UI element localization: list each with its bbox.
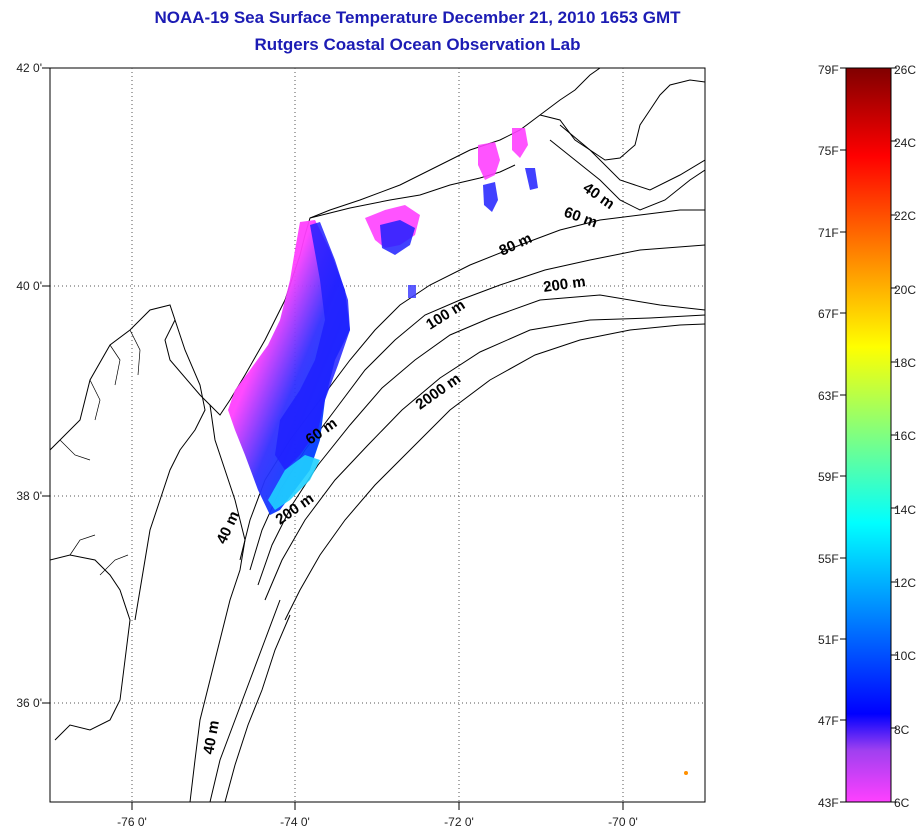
- colorbar-f-label: 75F: [818, 144, 839, 158]
- delaware-coast: [189, 404, 246, 802]
- colorbar-f-label: 51F: [818, 633, 839, 647]
- lat-label: 42 0': [16, 61, 42, 75]
- long-island: [309, 164, 516, 219]
- colorbar-f-label: 43F: [818, 796, 839, 810]
- lat-label: 36 0': [16, 696, 42, 710]
- sst-patch-small: [408, 285, 416, 298]
- colorbar-f-label: 47F: [818, 714, 839, 728]
- map-title: NOAA-19 Sea Surface Temperature December…: [154, 8, 681, 27]
- sst-patch-ma-blue: [525, 168, 538, 190]
- colorbar-c-label: 12C: [894, 576, 916, 590]
- colorbar-c-label: 22C: [894, 209, 916, 223]
- sst-patch-ri: [478, 142, 500, 180]
- colorbar-f-label: 55F: [818, 552, 839, 566]
- lat-label: 38 0': [16, 489, 42, 503]
- colorbar-c-label: 6C: [894, 796, 910, 810]
- colorbar-f-label: 71F: [818, 226, 839, 240]
- sst-swath-blue: [275, 222, 350, 470]
- lat-label: 40 0': [16, 279, 42, 293]
- colorbar-c-label: 18C: [894, 356, 916, 370]
- colorbar: [845, 67, 892, 803]
- axis-labels: 42 0' 40 0' 38 0' 36 0' -76 0' -74 0' -7…: [16, 61, 637, 829]
- colorbar-c-label: 24C: [894, 136, 916, 150]
- lon-label: -74 0': [280, 815, 310, 829]
- colorbar-c-label: 26C: [894, 63, 916, 77]
- colorbar-ticks: [840, 67, 897, 803]
- rivers: [59, 329, 141, 576]
- contour-label: 40 m: [200, 719, 223, 756]
- colorbar-c-label: 16C: [894, 429, 916, 443]
- lon-label: -72 0': [444, 815, 474, 829]
- colorbar-c-label: 10C: [894, 649, 916, 663]
- sst-patch-ma: [512, 128, 528, 158]
- colorbar-f-label: 59F: [818, 470, 839, 484]
- colorbar-c-labels: 26C 24C 22C 20C 18C 16C 14C 12C 10C 8C 6…: [894, 63, 916, 810]
- sst-point: [684, 771, 688, 775]
- colorbar-f-label: 79F: [818, 63, 839, 77]
- sst-patch-ri-blue: [483, 182, 498, 212]
- sst-swath: [228, 220, 350, 515]
- sst-patch-li-blue: [380, 220, 415, 255]
- tick-marks: [42, 67, 624, 810]
- colorbar-f-label: 67F: [818, 307, 839, 321]
- colorbar-c-label: 20C: [894, 283, 916, 297]
- lon-label: -70 0': [608, 815, 638, 829]
- coastline-inner: [50, 554, 131, 741]
- lon-label: -76 0': [117, 815, 147, 829]
- cape-cod: [539, 79, 705, 161]
- contour-label: 200 m: [542, 273, 586, 296]
- colorbar-f-label: 63F: [818, 389, 839, 403]
- colorbar-f-labels: 79F 75F 71F 67F 63F 59F 55F 51F 47F 43F: [818, 63, 839, 810]
- colorbar-c-label: 14C: [894, 503, 916, 517]
- colorbar-c-label: 8C: [894, 723, 910, 737]
- chesapeake-bay: [134, 319, 206, 621]
- sst-swath-cyan: [268, 455, 320, 510]
- map-subtitle: Rutgers Coastal Ocean Observation Lab: [254, 35, 581, 54]
